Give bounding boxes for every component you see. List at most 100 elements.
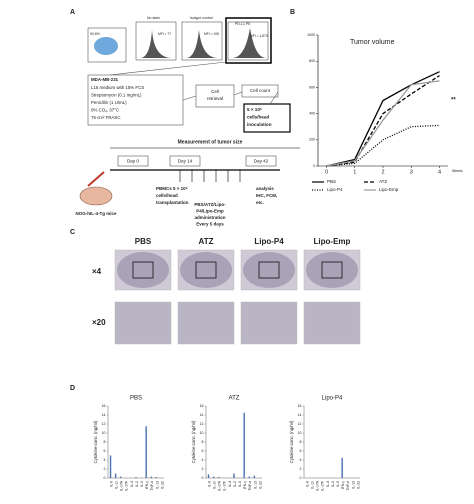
- y-tick-label: 0: [104, 476, 106, 480]
- mfi-label: MFI = 77: [158, 32, 171, 36]
- histogram: [186, 30, 218, 58]
- x-tick-label: IL-13: [155, 481, 159, 489]
- tissue: [243, 252, 295, 288]
- x-tick-label: IL-10: [311, 481, 315, 489]
- bar: [243, 412, 245, 478]
- y-tick-label: 16: [200, 404, 204, 408]
- day-label: Day 14: [178, 159, 193, 164]
- x-tick-label: IL-6: [109, 481, 113, 487]
- y-tick-label: 2: [104, 467, 106, 471]
- y-tick-label: 10: [102, 431, 106, 435]
- flow-plot: [227, 21, 269, 61]
- chart-title: Tumor volume: [350, 39, 395, 46]
- flow-plot: [135, 21, 177, 61]
- bar: [341, 457, 343, 478]
- x-tick-label: IL-2: [233, 481, 237, 487]
- box-text: 5 × 10⁶: [247, 107, 262, 112]
- bar: [145, 426, 147, 478]
- x-tick-label: IL-17F: [321, 481, 325, 491]
- y-tick-label: 6: [300, 449, 302, 453]
- y-tick-label: 4: [300, 458, 302, 462]
- chart-title: Lipo-P4: [322, 396, 343, 402]
- culture-text: 75 cm² FRASC: [91, 115, 121, 120]
- row-label: ×20: [92, 318, 106, 327]
- x-tick-label: IL-2: [135, 481, 139, 487]
- admin-text: PBS/ATZ/Lipo-: [194, 202, 226, 207]
- panel-label: A: [70, 9, 75, 16]
- dose-arrows: [179, 170, 241, 182]
- x-tick-label: IL-4: [130, 481, 134, 487]
- x-tick-label: TNF-α: [346, 481, 350, 491]
- x-tick-label: IL-13: [351, 481, 355, 489]
- x-tick-label: TNF-α: [150, 481, 154, 491]
- micrograph: [303, 301, 361, 345]
- culture-text: 0% CO₂, 37°C: [91, 108, 119, 113]
- y-tick-label: 0: [300, 476, 302, 480]
- y-axis-label: Cytokine conc. (ng/ml): [289, 420, 294, 463]
- x-tick-label: IL-22: [160, 481, 164, 489]
- x-tick-label: 2: [381, 169, 384, 175]
- bar: [109, 455, 112, 478]
- box-text: Cell count: [250, 88, 271, 93]
- y-tick-label: 0: [202, 476, 204, 480]
- bar: [212, 476, 215, 478]
- y-tick-label: 12: [102, 422, 106, 426]
- bar: [253, 475, 256, 478]
- y-tick-label: 12: [298, 422, 302, 426]
- micrograph: [240, 301, 298, 345]
- x-tick-label: IFN-γ: [145, 481, 149, 490]
- analysis-text: etc.: [256, 200, 264, 205]
- x-tick-label: IL-5: [238, 481, 242, 487]
- bar: [135, 477, 137, 478]
- series-line: [326, 75, 440, 167]
- scatter-plot: [87, 27, 127, 63]
- y-tick-label: 6: [104, 449, 106, 453]
- tissue: [306, 252, 358, 288]
- series-line: [326, 71, 440, 167]
- scatter-cloud: [94, 37, 118, 55]
- bar: [233, 473, 235, 478]
- legend-label: Lipo-Emp: [379, 187, 399, 192]
- y-tick-label: 10: [298, 431, 302, 435]
- series-line: [326, 124, 440, 167]
- mouse: [79, 186, 113, 206]
- box-text: Cell: [211, 89, 219, 94]
- diagram-shapes: [79, 17, 448, 206]
- bar: [150, 476, 152, 478]
- column-label: PBS: [135, 237, 152, 246]
- y-tick-label: 4: [104, 458, 106, 462]
- x-tick-label: IL-5: [336, 481, 340, 487]
- x-tick-label: IL-5: [140, 481, 144, 487]
- y-tick-label: 14: [298, 413, 302, 417]
- x-tick-label: 3: [410, 169, 413, 175]
- bar: [207, 474, 210, 478]
- y-tick-label: 800: [309, 59, 315, 63]
- day-box: [245, 155, 277, 167]
- y-tick-label: 16: [298, 404, 302, 408]
- mfi-label: MFI = 108: [204, 32, 219, 36]
- y-tick-label: 1000: [307, 33, 315, 37]
- box-text: inoculation: [247, 122, 272, 127]
- y-axis-label: Cytokine conc. (ng/ml): [93, 420, 98, 463]
- x-tick-label: IL-17F: [125, 481, 129, 491]
- zoom-box: [132, 261, 154, 279]
- micrograph: [114, 301, 172, 345]
- zoom-box: [258, 261, 280, 279]
- y-axis-label: Cytokine conc. (ng/ml): [191, 420, 196, 463]
- y-tick-label: 12: [200, 422, 204, 426]
- x-tick-label: IL-22: [258, 481, 262, 489]
- flow-label: 90.6%: [90, 32, 100, 36]
- x-tick-label: IL-17F: [223, 481, 227, 491]
- admin-text: administration: [194, 215, 225, 220]
- y-tick-label: 2: [202, 467, 204, 471]
- y-tick-label: 14: [200, 413, 204, 417]
- flow-label: Isotype control: [190, 16, 213, 20]
- connector: [109, 61, 227, 76]
- y-tick-label: 4: [202, 458, 204, 462]
- bar: [248, 476, 250, 478]
- chart-title: PBS: [130, 396, 142, 402]
- x-tick-label: IL-22: [356, 481, 360, 489]
- x-tick-label: 1: [353, 169, 356, 175]
- timeline-label: Measurement of tumor size: [178, 139, 243, 145]
